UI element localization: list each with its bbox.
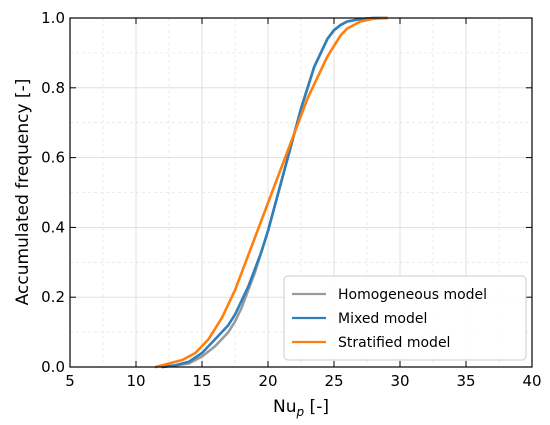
y-tick-label: 1.0 — [41, 9, 65, 27]
x-axis-label-unit: [-] — [304, 397, 329, 417]
x-tick-label: 35 — [456, 372, 475, 390]
legend-label-3: Stratified model — [338, 335, 450, 351]
ticks — [69, 17, 533, 368]
x-tick-label: 25 — [324, 372, 343, 390]
x-tick-label: 10 — [126, 372, 145, 390]
legend: Homogeneous model Mixed model Stratified m… — [283, 275, 527, 361]
y-tick-label: 0.4 — [41, 218, 65, 236]
x-axis-label: Nup [-] — [273, 397, 329, 419]
x-axis-label-main: Nu — [273, 397, 297, 417]
y-tick-label: 0.8 — [41, 79, 65, 97]
y-axis-label: Accumulated frequency [-] — [13, 79, 33, 306]
series-layer — [154, 16, 389, 369]
x-axis-label-subscript: p — [296, 405, 305, 419]
series-line-3 — [154, 16, 389, 369]
x-tick-label: 20 — [258, 372, 277, 390]
y-tick-label: 0.0 — [41, 358, 65, 376]
legend-box — [283, 275, 527, 361]
plot-frame — [69, 17, 533, 368]
x-tick-label: 15 — [192, 372, 211, 390]
tick-labels: 5 10 15 20 25 30 35 40 0.0 0.2 0.4 0.6 0.8 1.0 — [41, 9, 541, 390]
x-tick-label: 40 — [522, 372, 541, 390]
y-tick-label: 0.6 — [41, 149, 65, 167]
legend-label-1: Homogeneous model — [338, 287, 487, 303]
x-tick-label: 30 — [390, 372, 409, 390]
x-tick-label: 5 — [65, 372, 75, 390]
y-tick-label: 0.2 — [41, 288, 65, 306]
legend-label-2: Mixed model — [338, 311, 427, 327]
series-line-2 — [161, 16, 389, 369]
